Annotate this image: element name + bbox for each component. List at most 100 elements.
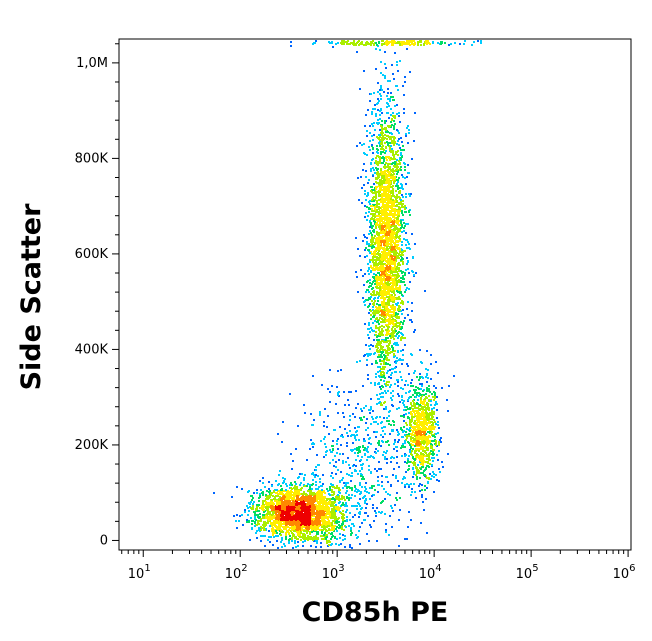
data-point <box>389 317 391 319</box>
data-point <box>289 501 291 503</box>
data-point <box>367 299 369 301</box>
data-point <box>400 157 402 159</box>
data-point <box>380 98 382 100</box>
data-point <box>262 494 264 496</box>
data-point <box>392 474 394 476</box>
data-point <box>411 488 413 490</box>
data-point <box>388 183 390 185</box>
data-point <box>302 535 304 537</box>
data-point <box>386 274 388 276</box>
data-point <box>393 128 395 130</box>
data-point <box>389 369 391 371</box>
data-point <box>396 280 398 282</box>
data-point <box>406 437 408 439</box>
data-point <box>406 247 408 249</box>
data-point <box>381 223 383 225</box>
data-point <box>432 460 434 462</box>
data-point <box>383 451 385 453</box>
data-point <box>375 249 377 251</box>
data-point <box>367 182 369 184</box>
data-point <box>263 511 265 513</box>
data-point <box>369 100 371 102</box>
data-point <box>381 131 383 133</box>
data-point <box>407 223 409 225</box>
data-point <box>408 433 410 435</box>
data-point <box>375 345 377 347</box>
data-point <box>428 385 430 387</box>
data-point <box>288 529 290 531</box>
data-point <box>394 176 396 178</box>
data-point <box>378 327 380 329</box>
data-point <box>379 134 381 136</box>
data-point <box>309 484 311 486</box>
data-point <box>381 173 383 175</box>
data-point <box>273 509 275 511</box>
data-point <box>331 536 333 538</box>
data-point <box>292 502 294 504</box>
data-point <box>252 503 254 505</box>
data-point <box>382 265 384 267</box>
data-point <box>379 370 381 372</box>
data-point <box>394 226 396 228</box>
data-point <box>399 326 401 328</box>
data-point <box>401 244 403 246</box>
data-point <box>390 286 392 288</box>
data-point <box>314 508 316 510</box>
data-point <box>373 313 375 315</box>
data-point <box>299 473 301 475</box>
data-point <box>373 246 375 248</box>
data-point <box>365 507 367 509</box>
data-point <box>298 521 300 523</box>
data-point <box>392 301 394 303</box>
data-point <box>378 268 380 270</box>
data-point <box>396 164 398 166</box>
data-point <box>297 510 299 512</box>
data-point <box>300 499 302 501</box>
data-point <box>251 495 253 497</box>
data-point <box>393 140 395 142</box>
data-point <box>386 227 388 229</box>
data-point <box>252 520 254 522</box>
data-point <box>389 98 391 100</box>
data-point <box>321 524 323 526</box>
data-point <box>330 505 332 507</box>
data-point <box>263 528 265 530</box>
data-point <box>414 435 416 437</box>
data-point <box>375 294 377 296</box>
data-point <box>286 516 288 518</box>
data-point <box>277 535 279 537</box>
data-point <box>392 299 394 301</box>
data-point <box>384 63 386 65</box>
data-point <box>383 372 385 374</box>
data-point <box>381 112 383 114</box>
data-point <box>373 339 375 341</box>
data-point <box>300 531 302 533</box>
data-point <box>381 352 383 354</box>
data-point <box>386 159 388 161</box>
data-point <box>384 366 386 368</box>
data-point <box>374 172 376 174</box>
data-point <box>379 159 381 161</box>
data-point <box>368 179 370 181</box>
data-point <box>359 88 361 90</box>
data-point <box>382 156 384 158</box>
data-point <box>391 296 393 298</box>
data-point <box>329 501 331 503</box>
data-point <box>314 476 316 478</box>
data-point <box>397 89 399 91</box>
data-point <box>264 525 266 527</box>
data-point <box>392 405 394 407</box>
data-point <box>394 238 396 240</box>
data-point <box>418 485 420 487</box>
data-point <box>412 448 414 450</box>
data-point <box>256 492 258 494</box>
data-point <box>305 523 307 525</box>
data-point <box>382 151 384 153</box>
data-point <box>383 314 385 316</box>
data-point <box>376 231 378 233</box>
data-point <box>393 78 395 80</box>
data-point <box>423 416 425 418</box>
data-point <box>382 186 384 188</box>
data-point <box>372 158 374 160</box>
data-point <box>371 288 373 290</box>
